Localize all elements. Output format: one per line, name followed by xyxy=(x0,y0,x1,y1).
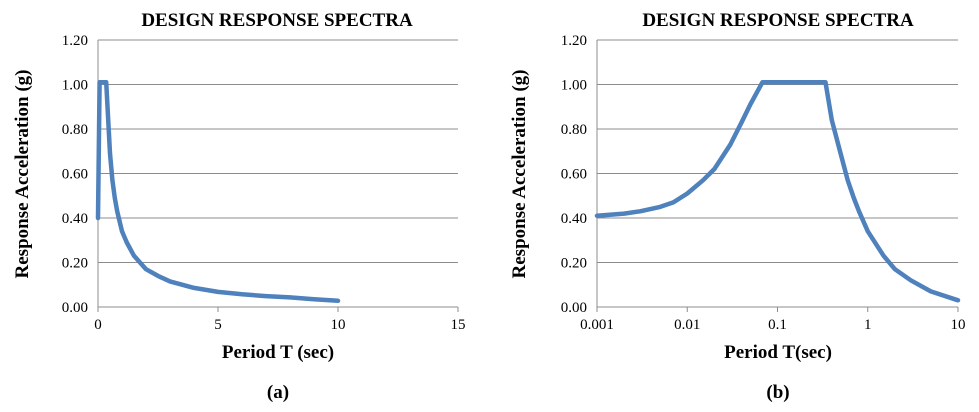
y-tick-label: 0.80 xyxy=(561,122,587,138)
chart-b-y-axis-title: Response Acceleration (g) xyxy=(509,70,530,279)
x-tick-label: 1 xyxy=(864,317,872,333)
chart-a-lines xyxy=(95,80,341,304)
x-tick-label: 15 xyxy=(451,317,466,333)
y-tick-label: 0.00 xyxy=(62,300,88,316)
y-tick-label: 0.20 xyxy=(561,256,587,272)
chart-b: DESIGN RESPONSE SPECTRA 0.00 0.20 0.40 0.60… xyxy=(509,10,966,403)
chart-b-lines xyxy=(594,80,961,303)
y-tick-label: 1.20 xyxy=(561,33,587,49)
y-tick-label: 0.80 xyxy=(62,122,88,138)
chart-b-caption: (b) xyxy=(766,382,789,403)
x-tick-label: 0 xyxy=(94,317,102,333)
x-tick-label: 0.1 xyxy=(768,317,787,333)
chart-a-x-axis-title: Period T (sec) xyxy=(222,342,334,363)
series-line xyxy=(594,80,961,303)
chart-a-title: DESIGN RESPONSE SPECTRA xyxy=(141,10,413,31)
y-tick-label: 0.60 xyxy=(62,167,88,183)
y-tick-label: 1.00 xyxy=(561,78,587,94)
chart-b-ticks: 0.00 0.20 0.40 0.60 0.80 1.00 1.20 0.001 0.01 0.1… xyxy=(561,33,966,333)
chart-a-gridlines xyxy=(97,39,458,308)
x-tick-label: 5 xyxy=(214,317,222,333)
y-tick-label: 0.40 xyxy=(62,211,88,227)
x-tick-label: 0.001 xyxy=(580,317,614,333)
chart-a: DESIGN RESPONSE SPECTRA 0.00 0.20 0.40 0.60… xyxy=(12,10,466,403)
y-tick-label: 0.40 xyxy=(561,211,587,227)
y-tick-label: 0.60 xyxy=(561,167,587,183)
y-tick-label: 1.20 xyxy=(62,33,88,49)
x-tick-label: 10 xyxy=(951,317,966,333)
chart-b-title: DESIGN RESPONSE SPECTRA xyxy=(642,10,914,31)
x-tick-label: 0.01 xyxy=(674,317,700,333)
y-tick-label: 1.00 xyxy=(62,78,88,94)
chart-a-y-axis-title: Response Acceleration (g) xyxy=(12,70,33,279)
chart-a-caption: (a) xyxy=(267,382,289,403)
x-tick-label: 10 xyxy=(331,317,346,333)
chart-a-ticks: 0.00 0.20 0.40 0.60 0.80 1.00 1.20 0 5 10 15 xyxy=(62,33,466,333)
series-line xyxy=(95,80,341,304)
y-tick-label: 0.20 xyxy=(62,256,88,272)
y-tick-label: 0.00 xyxy=(561,300,587,316)
chart-b-x-axis-title: Period T(sec) xyxy=(724,342,832,363)
